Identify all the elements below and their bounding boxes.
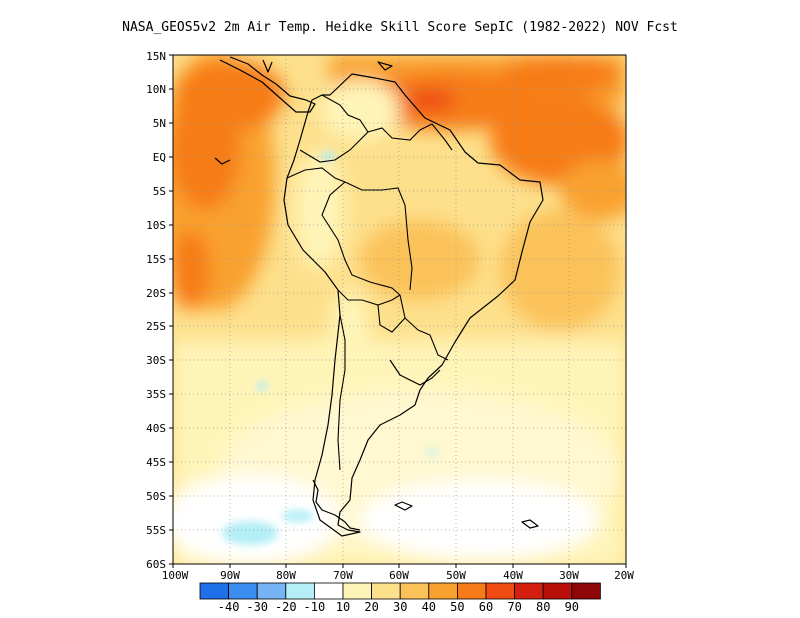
colorbar-swatch (285, 582, 315, 600)
lat-label: 30S (146, 354, 166, 367)
colorbar-label: 70 (507, 600, 521, 614)
lat-label: 15S (146, 253, 166, 266)
lat-label: 35S (146, 388, 166, 401)
colorbar-swatch (514, 582, 544, 600)
lat-label: 45S (146, 456, 166, 469)
colorbar-label: 90 (565, 600, 579, 614)
colorbar-swatch (342, 582, 373, 600)
colorbar (199, 582, 601, 600)
colorbar-label: 50 (450, 600, 464, 614)
lon-axis: 100W 90W 80W 70W 60W 50W 40W 30W 20W (162, 569, 635, 582)
colorbar-label: -40 (218, 600, 240, 614)
colorbar-swatch (485, 582, 516, 600)
map-title: NASA_GEOS5v2 2m Air Temp. Heidke Skill S… (122, 20, 678, 35)
lon-label: 90W (220, 569, 240, 582)
lat-label: 25S (146, 320, 166, 333)
colorbar-label: 80 (536, 600, 550, 614)
negative-skill-patches (222, 152, 437, 545)
colorbar-label: 60 (479, 600, 493, 614)
colorbar-label: -30 (246, 600, 268, 614)
lon-label: 20W (614, 569, 634, 582)
colorbar-swatch (571, 582, 601, 600)
colorbar-labels: -40 -30 -20 -10 10 20 30 40 50 60 70 80 90 (218, 600, 579, 614)
lat-label: 10N (146, 83, 166, 96)
lat-label: 60S (146, 558, 166, 571)
lat-label: EQ (153, 151, 166, 164)
lat-label: 15N (146, 50, 166, 63)
colorbar-label: 10 (336, 600, 350, 614)
lat-label: 5S (153, 185, 166, 198)
colorbar-label: -10 (304, 600, 326, 614)
lon-label: 50W (446, 569, 466, 582)
colorbar-label: 30 (393, 600, 407, 614)
lat-label: 5N (153, 117, 166, 130)
lon-label: 70W (333, 569, 353, 582)
colorbar-label: 20 (364, 600, 378, 614)
colorbar-swatch (542, 582, 573, 600)
lat-label: 10S (146, 219, 166, 232)
colorbar-swatch (399, 582, 430, 600)
colorbar-label: 40 (422, 600, 436, 614)
lon-label: 60W (389, 569, 409, 582)
colorbar-swatch (371, 582, 401, 600)
country-borders (286, 94, 453, 471)
lon-label: 80W (276, 569, 296, 582)
lon-label: 30W (559, 569, 579, 582)
colorbar-swatch (256, 582, 287, 600)
colorbar-swatch (428, 582, 458, 600)
lon-label: 100W (162, 569, 189, 582)
colorbar-swatch (456, 582, 487, 600)
lat-axis: 15N 10N 5N EQ 5S 10S 15S 20S 25S 30S 35S… (146, 50, 166, 571)
colorbar-label: -20 (275, 600, 297, 614)
colorbar-swatch (228, 582, 258, 600)
colorbar-swatch (199, 582, 230, 600)
colorbar-swatch (313, 582, 344, 600)
coastlines (214, 56, 544, 537)
lat-label: 20S (146, 287, 166, 300)
lat-label: 55S (146, 524, 166, 537)
skill-field (173, 55, 626, 564)
lon-label: 40W (503, 569, 523, 582)
lat-label: 50S (146, 490, 166, 503)
lat-label: 40S (146, 422, 166, 435)
